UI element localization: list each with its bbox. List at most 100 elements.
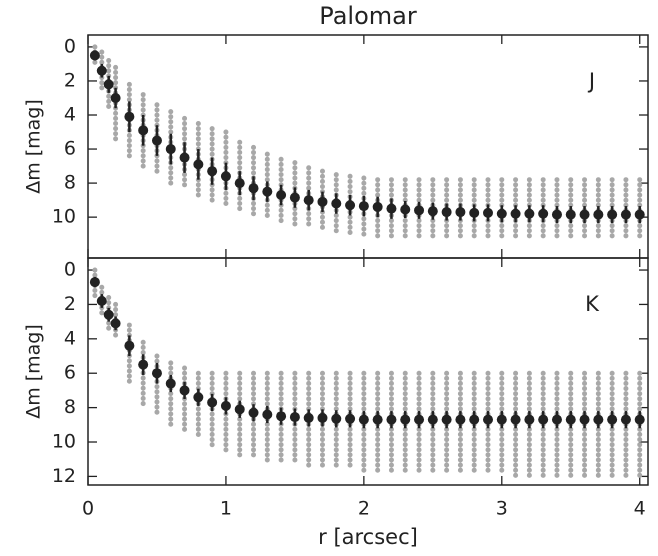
mean-point — [483, 207, 493, 218]
x-tick-label: 4 — [634, 498, 646, 520]
mean-point — [248, 183, 259, 194]
mean-point — [179, 385, 190, 396]
mean-point — [427, 414, 438, 425]
mean-point — [524, 208, 535, 219]
mean-point — [207, 166, 218, 177]
mean-point — [138, 359, 149, 370]
x-tick-label: 2 — [358, 498, 370, 520]
mean-point — [496, 414, 507, 425]
mean-point — [151, 368, 162, 379]
mean-point — [427, 206, 438, 217]
mean-point — [358, 201, 369, 212]
chart-title: Palomar — [319, 2, 417, 30]
y-tick-label: 8 — [64, 172, 76, 194]
mean-point — [262, 186, 273, 197]
mean-point — [441, 414, 452, 425]
mean-point — [441, 207, 452, 218]
mean-point — [317, 412, 328, 423]
mean-point — [207, 397, 218, 408]
mean-point — [386, 414, 397, 425]
mean-point — [151, 135, 162, 146]
mean-point — [103, 79, 114, 90]
mean-point — [524, 414, 535, 425]
mean-point — [620, 209, 631, 220]
mean-point — [386, 203, 397, 214]
mean-point — [220, 400, 231, 411]
mean-point — [345, 413, 356, 424]
mean-point — [469, 207, 480, 218]
mean-point — [331, 413, 342, 424]
mean-point — [262, 409, 273, 420]
y-axis-label: Δm [mag] — [23, 324, 45, 419]
x-tick-label: 3 — [496, 498, 508, 520]
mean-point — [165, 144, 176, 155]
mean-point — [565, 209, 576, 220]
mean-point — [276, 411, 287, 422]
mean-point — [469, 414, 480, 425]
mean-point — [634, 209, 645, 220]
mean-point — [276, 190, 287, 201]
mean-point — [483, 414, 493, 425]
mean-point — [234, 404, 245, 415]
x-tick-label: 0 — [82, 498, 94, 520]
mean-point — [455, 414, 466, 425]
mean-point — [634, 414, 645, 425]
mean-point — [289, 412, 300, 423]
y-tick-label: 10 — [52, 206, 76, 228]
panel-label: J — [587, 69, 595, 93]
mean-point — [620, 414, 631, 425]
mean-point — [289, 192, 300, 203]
mean-point — [455, 207, 466, 218]
y-tick-label: 10 — [52, 431, 76, 453]
mean-point — [303, 412, 314, 423]
mean-point — [110, 92, 121, 103]
y-tick-label: 4 — [64, 327, 76, 349]
mean-point — [593, 209, 604, 220]
y-tick-label: 6 — [64, 138, 76, 160]
mean-point — [234, 178, 245, 189]
mean-point — [103, 309, 114, 320]
mean-point — [372, 414, 383, 425]
mean-point — [496, 208, 507, 219]
mean-point — [579, 209, 590, 220]
mean-point — [331, 198, 342, 209]
mean-point — [89, 50, 100, 61]
mean-point — [538, 414, 549, 425]
mean-point — [96, 65, 107, 76]
mean-point — [138, 125, 149, 136]
mean-point — [414, 205, 425, 216]
mean-point — [510, 208, 521, 219]
mean-point — [248, 407, 259, 418]
mean-point — [179, 152, 190, 163]
mean-point — [607, 209, 618, 220]
plot-frame — [87, 257, 649, 486]
y-tick-label: 2 — [64, 293, 76, 315]
mean-point — [593, 414, 604, 425]
y-tick-label: 12 — [52, 465, 76, 487]
mean-point — [551, 209, 562, 220]
mean-point — [565, 414, 576, 425]
mean-point — [510, 414, 521, 425]
mean-point — [124, 340, 135, 351]
mean-point — [317, 196, 328, 207]
mean-point — [400, 204, 411, 215]
mean-point — [607, 414, 618, 425]
mean-point — [538, 208, 549, 219]
panel-label: K — [585, 292, 600, 316]
y-tick-label: 8 — [64, 396, 76, 418]
mean-point — [303, 195, 314, 206]
mean-point — [96, 295, 107, 306]
mean-point — [165, 378, 176, 389]
mean-point — [193, 392, 204, 403]
mean-point — [400, 414, 411, 425]
y-tick-label: 2 — [64, 69, 76, 91]
mean-point — [124, 111, 135, 122]
mean-point — [579, 414, 590, 425]
mean-point — [193, 159, 204, 170]
y-tick-label: 0 — [64, 259, 76, 281]
y-axis-label: Δm [mag] — [23, 99, 45, 194]
mean-point — [358, 414, 369, 425]
mean-point — [220, 171, 231, 182]
x-axis-label: r [arcsec] — [318, 525, 418, 549]
